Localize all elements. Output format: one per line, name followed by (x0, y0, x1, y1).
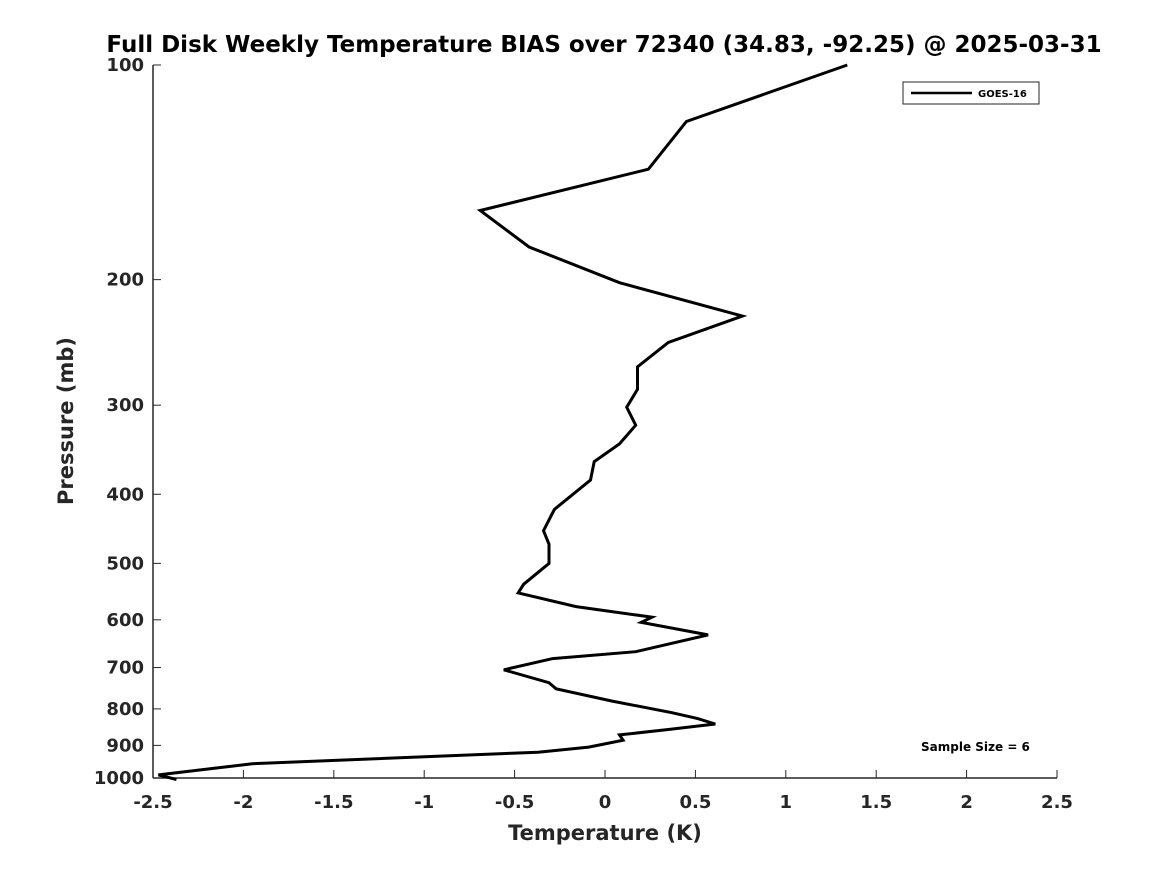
x-axis-label: Temperature (K) (508, 821, 702, 845)
x-tick-label: 2.5 (1041, 792, 1073, 813)
y-tick-label: 300 (106, 395, 144, 416)
x-tick-label: 1.5 (860, 792, 892, 813)
x-tick-label: -0.5 (495, 792, 534, 813)
y-tick-label: 500 (106, 553, 144, 574)
x-tick-label: 0 (599, 792, 612, 813)
sample-size-annotation: Sample Size = 6 (921, 740, 1030, 754)
legend-entry-goes16: GOES-16 (978, 89, 1027, 100)
y-tick-label: 700 (106, 658, 144, 679)
y-tick-label: 100 (106, 55, 144, 76)
chart-title: Full Disk Weekly Temperature BIAS over 7… (106, 32, 1101, 58)
y-tick-label: 400 (106, 484, 144, 505)
y-ticks: 100 200 300 400 500 600 700 800 900 1000 (94, 55, 161, 789)
x-tick-label: -1.5 (314, 792, 353, 813)
plot-area: -2.5 -2 -1.5 -1 -0.5 0 0.5 1 1.5 2 2.5 100 200 300 40… (94, 55, 1073, 813)
x-tick-label: 1 (780, 792, 793, 813)
x-tick-label: -2.5 (133, 792, 172, 813)
x-tick-label: -2 (233, 792, 253, 813)
x-tick-label: 2 (960, 792, 973, 813)
plot-background (153, 65, 1057, 778)
legend: GOES-16 (902, 81, 1040, 105)
series-layer (158, 63, 848, 781)
y-tick-label: 900 (106, 735, 144, 756)
y-axis-label: Pressure (mb) (54, 337, 78, 505)
x-tick-label: -1 (414, 792, 434, 813)
y-tick-label: 800 (106, 699, 144, 720)
x-tick-label: 0.5 (679, 792, 711, 813)
y-tick-label: 200 (106, 270, 144, 291)
x-ticks: -2.5 -2 -1.5 -1 -0.5 0 0.5 1 1.5 2 2.5 (133, 770, 1073, 813)
series-line-goes16 (158, 63, 848, 781)
y-tick-label: 1000 (94, 768, 144, 789)
y-tick-label: 600 (106, 610, 144, 631)
